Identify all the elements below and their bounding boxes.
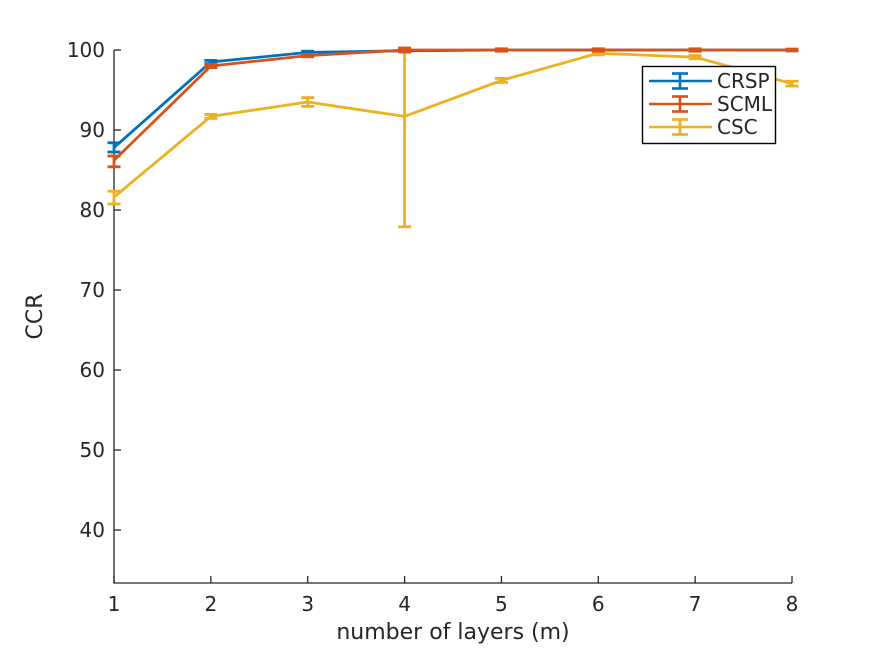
error-bar-scml-x2 (204, 63, 218, 69)
legend-label-scml: SCML (717, 92, 773, 116)
legend-label-crsp: CRSP (717, 69, 770, 93)
y-tick-label: 60 (80, 358, 105, 382)
error-bar-scml-x1 (107, 154, 121, 169)
error-bar-csc-x3 (301, 96, 315, 108)
y-tick-label: 70 (80, 278, 105, 302)
series-line-scml (113, 48, 792, 162)
x-tick-label: 3 (301, 592, 314, 616)
series-csc (107, 48, 799, 229)
legend-label-csc: CSC (717, 115, 758, 139)
error-bar-scml-x4 (398, 46, 412, 54)
error-bar-scml-x8 (785, 47, 799, 53)
series-line-csc (113, 51, 793, 199)
x-tick-label: 1 (108, 592, 121, 616)
y-tick-label: 50 (80, 438, 105, 462)
error-bar-csc-x2 (204, 113, 218, 120)
x-tick-label: 6 (592, 592, 605, 616)
x-tick-label: 7 (689, 592, 702, 616)
x-axis-title: number of layers (m) (336, 620, 569, 645)
error-bar-csc-x5 (494, 77, 508, 84)
error-bar-scml-x5 (494, 47, 508, 53)
y-tick-label: 40 (80, 518, 105, 542)
y-tick-label: 100 (67, 38, 105, 62)
error-bar-scml-x3 (301, 53, 315, 59)
y-axis: 40 50 60 70 80 90 100 (67, 38, 121, 542)
error-bar-scml-x6 (591, 47, 605, 53)
error-bar-csc-x4 (398, 48, 412, 229)
y-tick-label: 80 (80, 198, 105, 222)
error-bar-scml-x7 (688, 47, 702, 53)
series-scml (107, 46, 799, 169)
x-tick-label: 4 (398, 592, 411, 616)
error-bar-crsp-x1 (107, 141, 121, 154)
legend-entry-csc (649, 118, 712, 136)
y-tick-label: 90 (80, 118, 105, 142)
legend-entry-crsp (649, 72, 712, 90)
x-tick-label: 2 (204, 592, 217, 616)
error-bar-csc-x8 (785, 79, 799, 88)
x-axis: 1 2 3 4 5 6 7 8 (108, 576, 799, 616)
legend-entry-scml (649, 95, 712, 113)
error-bar-csc-x7 (688, 54, 702, 61)
x-tick-label: 5 (495, 592, 508, 616)
error-bar-csc-x1 (107, 189, 121, 206)
y-axis-title: CCR (23, 293, 48, 339)
x-tick-label: 8 (786, 592, 799, 616)
